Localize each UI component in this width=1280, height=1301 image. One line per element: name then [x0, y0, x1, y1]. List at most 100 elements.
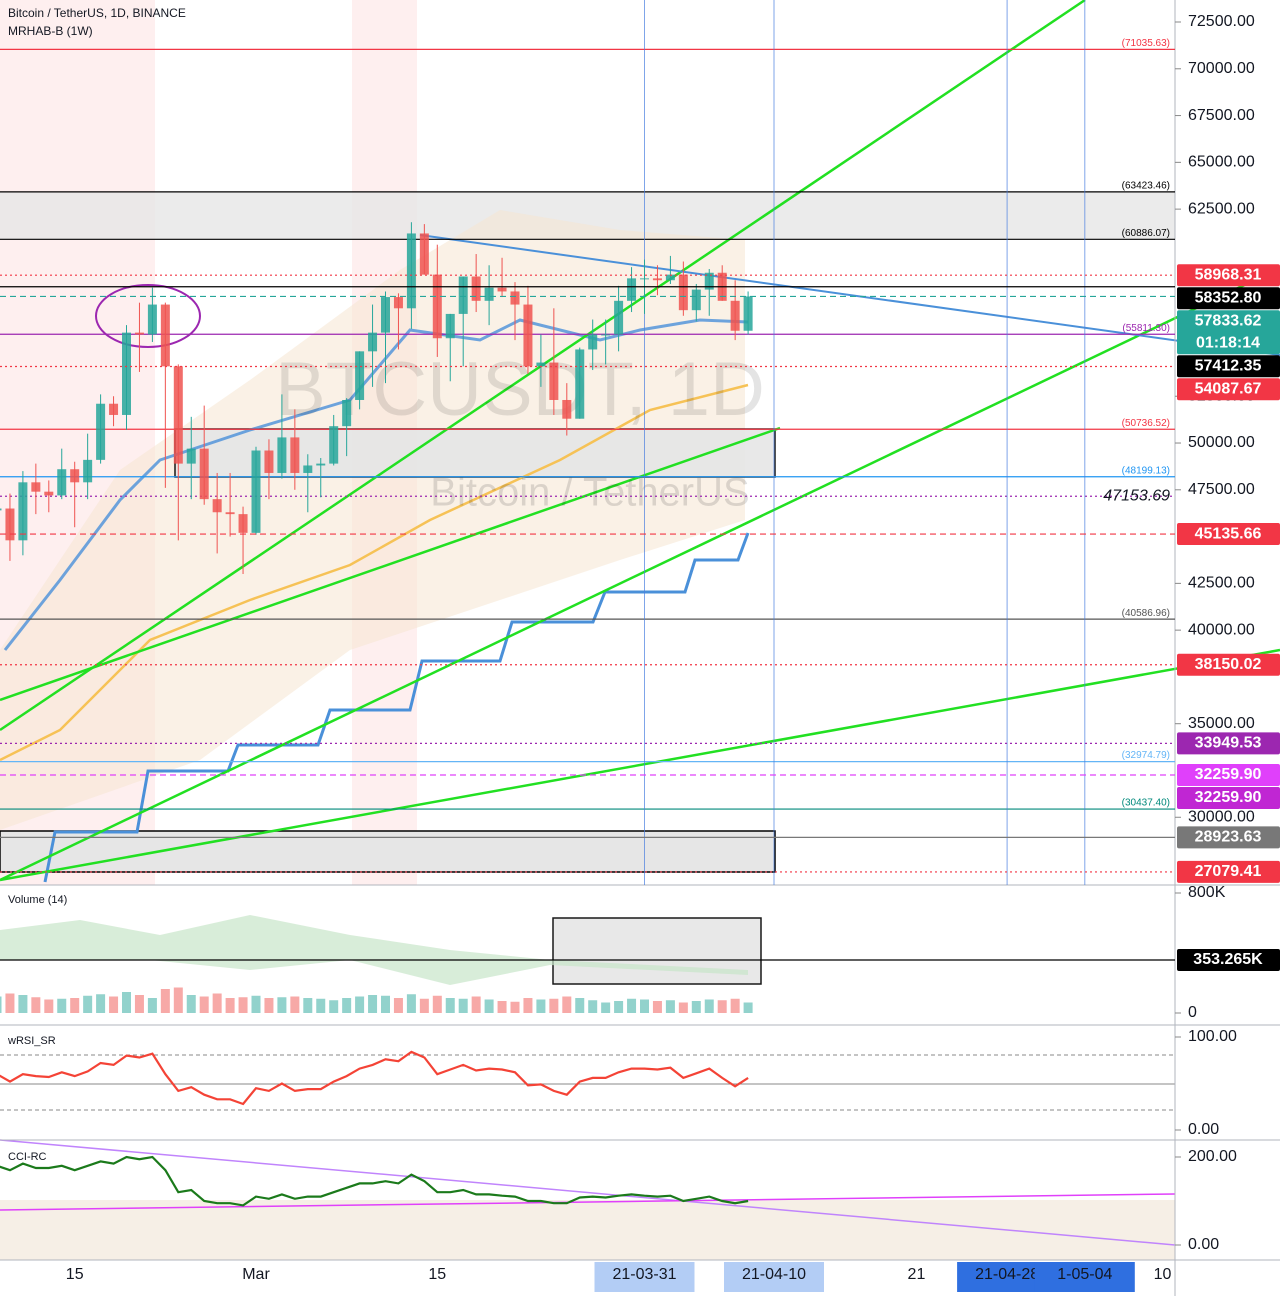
price-tag-label: 57412.35 — [1195, 357, 1262, 374]
candle-body — [186, 448, 196, 464]
volume-bar — [251, 995, 261, 1013]
candle-body — [329, 426, 339, 464]
price-tag — [1177, 826, 1280, 849]
level-label: (32974.79) — [1122, 750, 1170, 761]
candle-body — [627, 278, 637, 301]
y-tick-label: 42500.00 — [1188, 575, 1255, 592]
candle-body — [316, 463, 326, 466]
volume-bar — [355, 996, 365, 1013]
level-label: (50736.52) — [1122, 418, 1170, 429]
volume-bar — [303, 998, 313, 1013]
candle-body — [381, 297, 390, 333]
candle-body — [264, 450, 274, 473]
decorations — [0, 0, 1280, 1260]
date-highlight — [594, 1262, 695, 1292]
price-tag-label: 58352.80 — [1195, 289, 1262, 306]
volume-bar — [70, 998, 80, 1013]
volume-bar — [484, 999, 494, 1013]
candle-body — [497, 287, 507, 292]
candle-body — [471, 276, 481, 301]
volume-bar — [743, 1002, 753, 1013]
volume-bar — [368, 995, 378, 1013]
candle-body — [44, 491, 54, 496]
volume-bar — [96, 994, 106, 1013]
trend-line — [0, 648, 1280, 882]
volume-bar — [57, 998, 67, 1013]
candle-body — [743, 296, 753, 331]
volume-bar — [549, 998, 559, 1013]
candle-body — [368, 332, 378, 352]
chart-title: Bitcoin / TetherUS, 1D, BINANCE — [8, 6, 186, 20]
y-tick-label: 0.00 — [1188, 1236, 1219, 1253]
volume-bar — [342, 998, 352, 1013]
trend-line — [0, 266, 1280, 882]
candle-body — [70, 469, 80, 483]
level-label: (55811.30) — [1122, 323, 1170, 334]
candle-body — [109, 403, 119, 415]
volume-bar — [5, 993, 15, 1013]
volume-bar — [406, 994, 416, 1013]
price-tag — [1177, 653, 1280, 676]
ribbon — [0, 210, 745, 830]
candle-body — [96, 403, 106, 460]
candle-body — [57, 469, 67, 496]
candle-body — [122, 332, 131, 415]
x-tick-label: 21-03-31 — [612, 1266, 676, 1283]
y-tick-label: 62500.00 — [1188, 200, 1255, 217]
candle-body — [355, 351, 365, 400]
volume-bar — [290, 996, 300, 1013]
candle-body — [277, 437, 287, 473]
candle-body — [238, 514, 248, 533]
candle-body — [393, 297, 403, 309]
watermark: Bitcoin / TetherUS — [430, 471, 749, 515]
y-tick-label: 47500.00 — [1188, 481, 1255, 498]
volume-bar — [523, 998, 533, 1013]
candle-body — [160, 304, 170, 367]
y-tick-label: 200.00 — [1188, 1148, 1237, 1165]
y-tick-label: 0 — [1188, 1004, 1197, 1021]
candle-body — [704, 272, 714, 290]
volume-bar — [199, 996, 209, 1013]
level-label: (40586.96) — [1122, 608, 1170, 619]
volume-bar — [109, 996, 119, 1013]
volume-bar — [432, 995, 442, 1013]
level-label: (71035.63) — [1122, 38, 1170, 49]
volume-bar — [730, 998, 740, 1013]
candle-body — [173, 366, 183, 464]
volume-bar — [717, 1000, 727, 1013]
volume-bar — [627, 998, 637, 1013]
zone-box — [552, 917, 762, 985]
candle-body — [18, 482, 28, 541]
price-tag-label: 57833.62 — [1195, 312, 1262, 329]
pane-title: CCI-RC — [8, 1151, 47, 1163]
candle-body — [31, 482, 41, 492]
volume-bar — [691, 1001, 701, 1013]
ma-line — [3, 318, 749, 651]
price-tag-label: 38150.02 — [1195, 656, 1262, 673]
price-tag — [1177, 523, 1280, 546]
rsi-line — [0, 1050, 749, 1106]
candle-body — [730, 300, 740, 331]
volume-bar — [0, 996, 2, 1013]
volume-bar — [458, 998, 468, 1013]
volume-bar — [652, 1001, 662, 1013]
candle-body — [601, 334, 611, 336]
indicator-title: MRHAB-B (1W) — [8, 24, 93, 38]
level-label: (48199.13) — [1122, 465, 1170, 476]
y-tick-label: 100.00 — [1188, 1028, 1237, 1045]
price-tag — [1177, 732, 1280, 755]
volume-bar — [704, 999, 714, 1013]
volume-bar — [497, 1001, 507, 1013]
cci-trend — [0, 1139, 1176, 1246]
candle-body — [419, 233, 429, 275]
date-highlight — [724, 1262, 824, 1292]
candle-body — [83, 459, 93, 483]
candle-body — [652, 278, 662, 281]
y-tick-label: 40000.00 — [1188, 621, 1255, 638]
volume-bar — [160, 989, 170, 1013]
volume-bar — [588, 1000, 598, 1013]
level-label: (60886.07) — [1122, 228, 1170, 239]
volume-bar — [238, 997, 248, 1013]
x-tick-label: 21-04-10 — [742, 1266, 806, 1283]
